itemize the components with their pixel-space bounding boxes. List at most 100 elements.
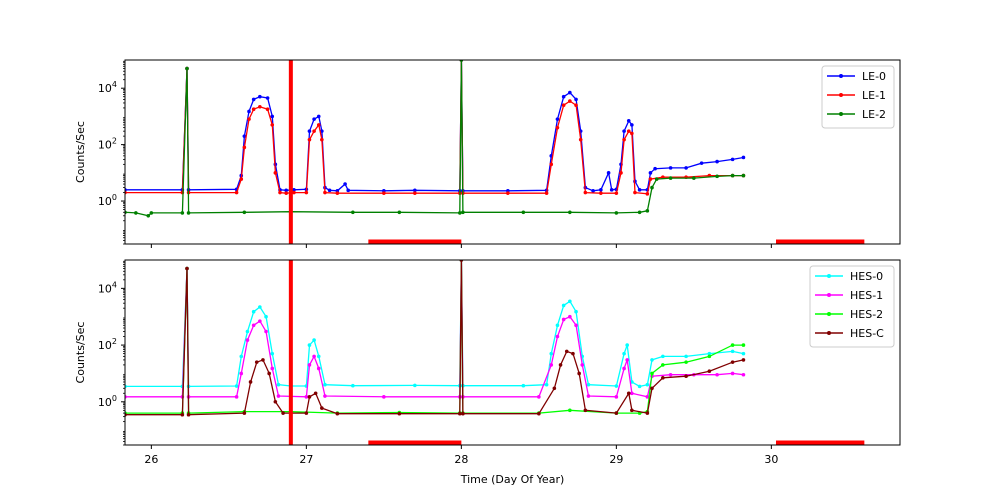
y-axis-label: Counts/Sec [74,121,87,183]
data-point [622,137,626,142]
data-point [185,66,189,71]
data-point [648,171,653,175]
data-point [307,129,312,133]
data-point [614,411,619,415]
data-point [614,191,619,195]
data-point [650,386,654,391]
data-point [625,343,629,347]
legend-item-hes-1: HES-1 [815,289,883,302]
data-point [699,161,704,165]
legend-marker [827,331,831,335]
legend-label: HES-0 [850,270,883,283]
y-tick-label: 102 [98,137,117,152]
data-point [741,155,746,160]
data-point [707,369,712,374]
data-point [304,190,309,195]
data-point [741,343,746,347]
data-point [692,176,696,180]
data-point [537,411,541,416]
data-point [555,125,560,130]
data-point [561,103,566,107]
data-point [146,213,151,218]
data-point [707,354,712,359]
data-point [239,371,244,376]
data-point [625,358,629,362]
legend-label: LE-0 [862,70,886,83]
data-point [413,188,417,193]
data-point [684,166,688,170]
data-point [730,343,735,347]
data-point [267,371,271,376]
series-le-1 [125,60,746,196]
data-point [397,210,402,215]
data-point [730,360,735,364]
data-point [247,109,251,114]
x-axis-label: Time (Day Of Year) [460,473,565,486]
data-point [574,323,578,328]
legend-marker [839,74,843,78]
data-point [637,210,642,215]
x-tick-label: 30 [764,453,778,466]
data-point [307,363,312,367]
data-point [186,412,191,417]
data-point [461,411,465,416]
legend-marker [827,312,831,316]
data-point [549,363,554,367]
data-point [316,354,321,359]
series-line-hes-c [125,260,744,416]
data-point [622,351,626,356]
legend-box [809,265,895,348]
data-point [661,354,665,359]
data-point [382,395,386,399]
data-point [351,383,355,388]
data-point [304,411,309,415]
data-point [264,314,268,319]
data-point [606,171,611,175]
data-point [684,354,688,359]
data-point [251,323,256,328]
data-point [242,210,247,215]
data-point [544,382,549,387]
data-point [239,177,244,181]
data-point [307,395,312,399]
data-point [730,349,735,354]
data-point [521,210,526,215]
data-point [741,351,746,356]
data-point [245,329,250,334]
data-point [261,358,265,362]
data-point [630,408,634,413]
data-point [741,372,746,377]
data-point [568,408,572,413]
data-point [577,371,581,376]
data-point [561,317,566,322]
data-point [234,384,239,388]
data-point [313,391,318,396]
data-point [506,191,510,195]
data-point [645,209,650,213]
data-point [316,123,321,127]
data-point [251,97,256,102]
data-point [653,166,657,171]
data-point [276,394,281,398]
data-point [180,211,185,215]
data-point [614,384,619,388]
legend-marker [839,93,843,97]
data-point [583,408,588,413]
data-point [281,411,285,415]
data-point [254,360,259,364]
data-point [614,395,619,399]
data-point [741,358,746,362]
data-point [320,137,324,142]
series-line-hes-2 [125,260,744,414]
series-le-0 [125,60,746,193]
data-point [568,314,572,319]
data-point [599,191,603,195]
y-tick-label: 102 [98,337,117,352]
data-point [312,129,316,133]
data-point [730,371,735,376]
data-point [586,382,591,387]
data-point [578,137,583,142]
data-point [521,383,526,388]
data-point [650,185,654,190]
data-point [304,395,309,399]
